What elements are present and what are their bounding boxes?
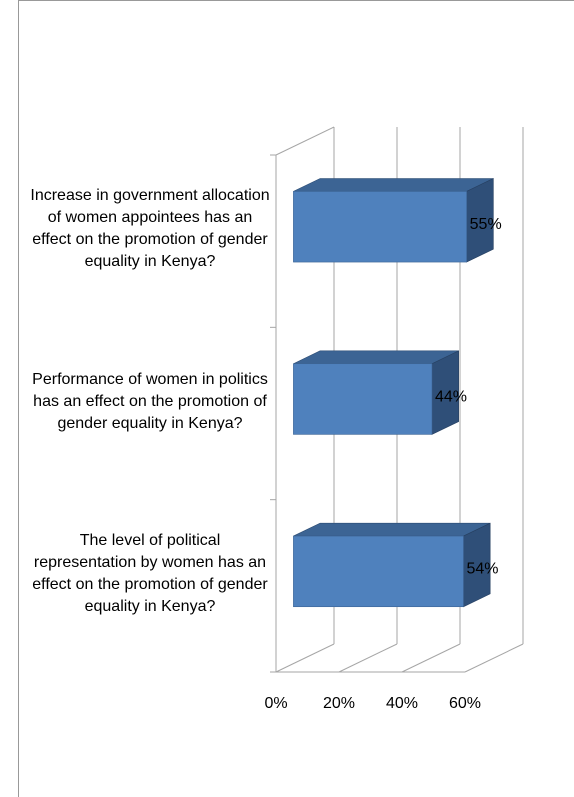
data-label: 44%	[435, 388, 467, 405]
bar	[293, 191, 467, 263]
data-label: 54%	[467, 561, 499, 578]
x-tick-label: 60%	[449, 695, 481, 712]
x-tick-label: 40%	[386, 695, 418, 712]
frame	[18, 0, 574, 797]
grid-line	[275, 643, 335, 673]
bar	[293, 363, 433, 435]
wall-edge	[275, 126, 335, 156]
x-tick-label: 20%	[323, 695, 355, 712]
bar-top	[293, 178, 494, 192]
data-label: 55%	[470, 216, 502, 233]
bar-top	[293, 522, 491, 537]
category-label: Increase in government allocation of wom…	[30, 187, 270, 271]
bar	[293, 535, 464, 608]
grid-line	[464, 643, 524, 673]
x-tick-label: 0%	[264, 695, 287, 712]
grid-line	[338, 643, 398, 673]
category-label: Performance of women in politics has an …	[32, 370, 268, 432]
category-label: The level of political representation by…	[32, 531, 268, 615]
bar-top	[293, 350, 459, 365]
grid-line	[401, 643, 461, 673]
